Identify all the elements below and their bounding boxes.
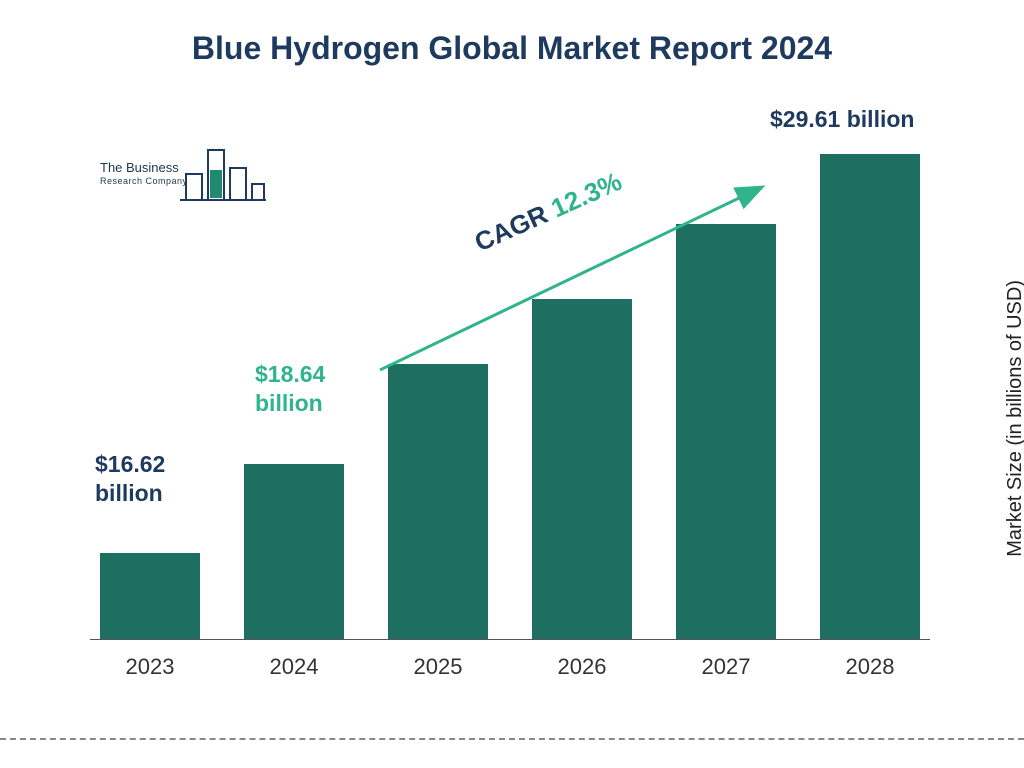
- bar-wrap: [522, 299, 642, 639]
- chart-title-text: Blue Hydrogen Global Market Report 2024: [192, 30, 832, 66]
- bar-wrap: [666, 224, 786, 639]
- value-callout: $16.62 billion: [95, 450, 165, 508]
- bar: [388, 364, 488, 639]
- x-axis-labels: 2023 2024 2025 2026 2027 2028: [90, 646, 930, 680]
- bars-container: [90, 120, 930, 640]
- bar: [820, 154, 920, 639]
- x-axis-label: 2023: [90, 646, 210, 680]
- bar-wrap: [90, 553, 210, 639]
- x-axis-label: 2027: [666, 646, 786, 680]
- bar: [100, 553, 200, 639]
- bar-chart: 2023 2024 2025 2026 2027 2028: [90, 120, 930, 680]
- bar-wrap: [234, 464, 354, 639]
- footer-divider: [0, 738, 1024, 740]
- bar: [532, 299, 632, 639]
- bar: [244, 464, 344, 639]
- x-axis-label: 2026: [522, 646, 642, 680]
- x-axis-label: 2025: [378, 646, 498, 680]
- value-callout: $18.64 billion: [255, 360, 325, 418]
- bar-wrap: [378, 364, 498, 639]
- bar-wrap: [810, 154, 930, 639]
- x-axis-label: 2028: [810, 646, 930, 680]
- x-axis-label: 2024: [234, 646, 354, 680]
- bar: [676, 224, 776, 639]
- chart-title: Blue Hydrogen Global Market Report 2024: [0, 30, 1024, 67]
- value-callout: $29.61 billion: [770, 105, 914, 134]
- y-axis-label: Market Size (in billions of USD): [1004, 280, 1024, 557]
